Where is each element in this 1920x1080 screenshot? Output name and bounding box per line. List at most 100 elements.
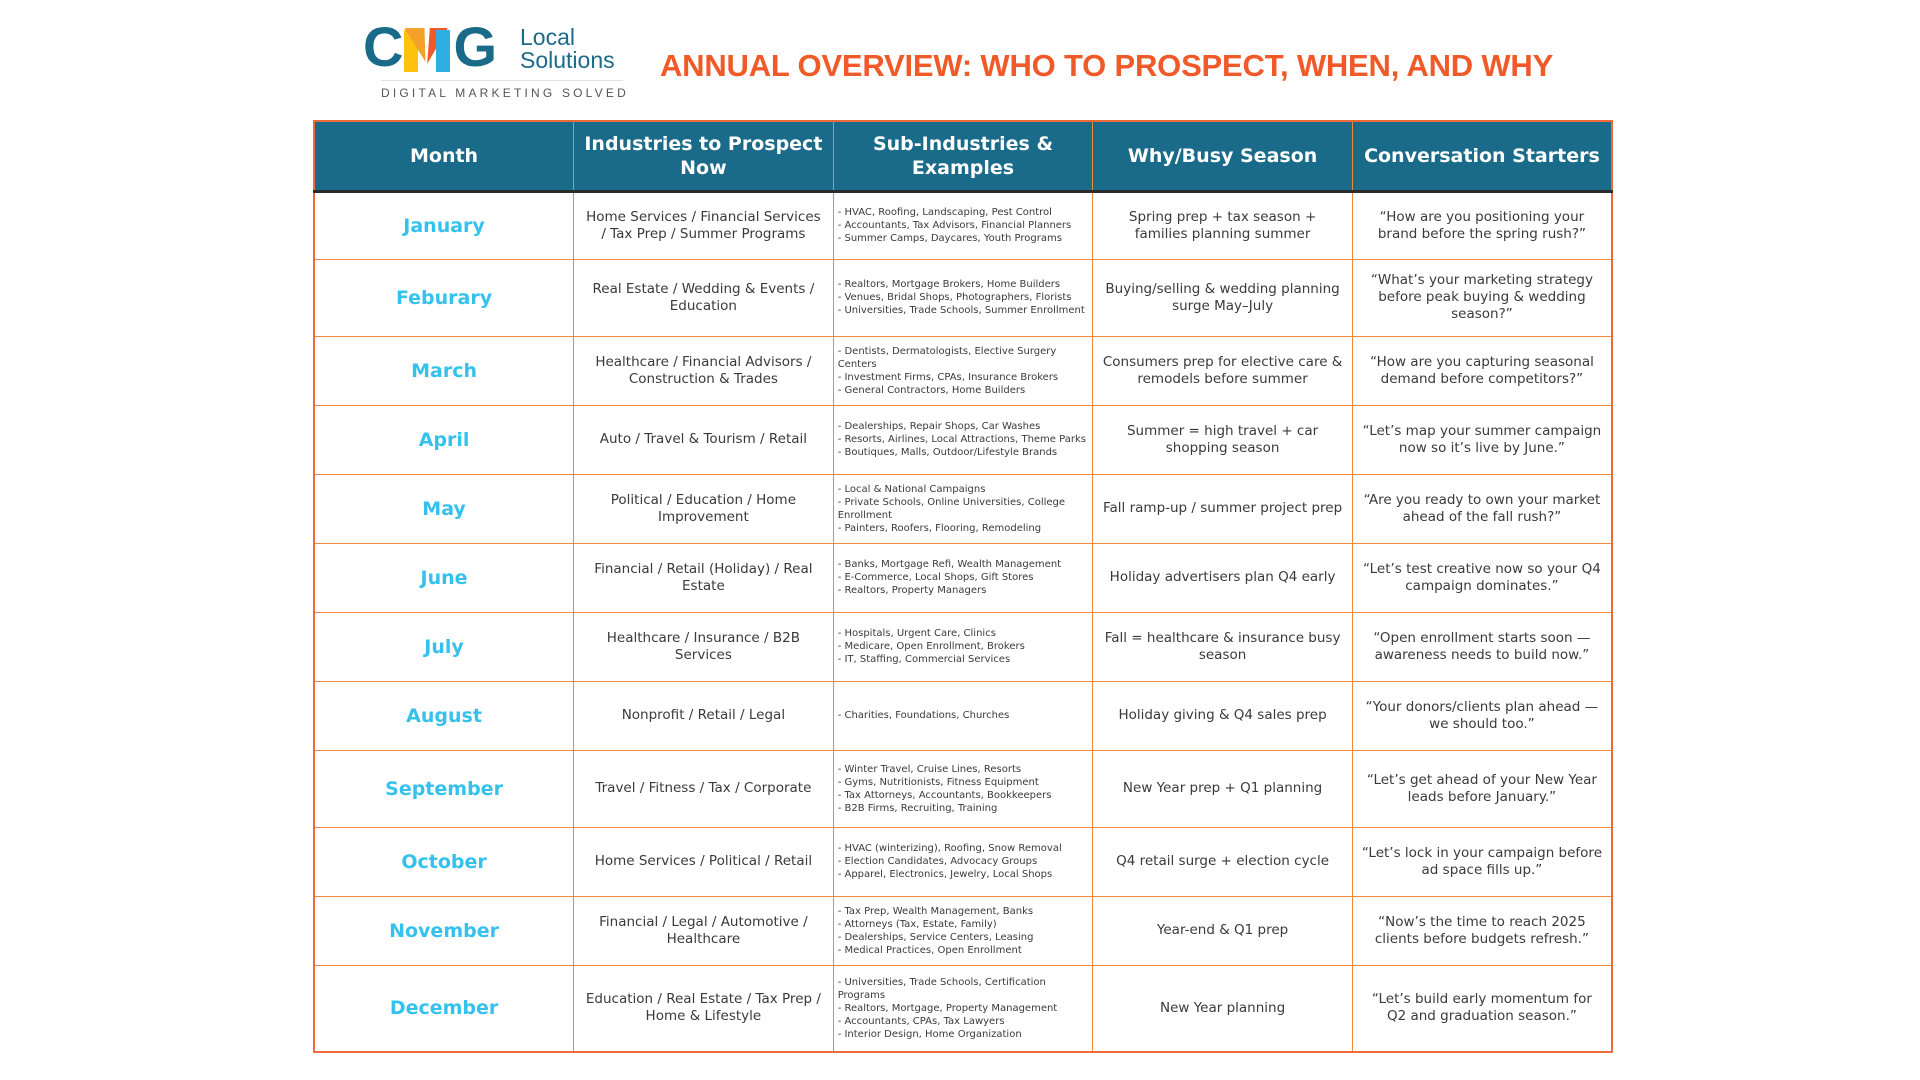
- sub-industry-line: - Resorts, Airlines, Local Attractions, …: [837, 434, 1086, 445]
- sub-industries-cell: - Hospitals, Urgent Care, Clinics - Medic…: [832, 611, 1094, 682]
- sub-industry-line: - Realtors, Mortgage, Property Managemen…: [837, 1002, 1058, 1014]
- sub-industry-line: - B2B Firms, Recruiting, Training: [837, 802, 998, 814]
- sub-industry-line: - Election Candidates, Advocacy Groups: [837, 856, 1038, 867]
- sub-industries-cell: - Tax Prep, Wealth Management, Banks - At…: [832, 895, 1094, 966]
- why-season-cell: New Year prep + Q1 planning: [1092, 749, 1353, 828]
- month-cell: Feburary: [313, 258, 575, 337]
- sub-industry-line: - Realtors, Mortgage Brokers, Home Build…: [837, 279, 1061, 290]
- sub-industry-line: - Venues, Bridal Shops, Photographers, F…: [837, 292, 1072, 303]
- conversation-starter-cell: “Now’s the time to reach 2025 clients be…: [1351, 895, 1613, 966]
- industries-cell: Political / Education / Home Improvement: [573, 473, 834, 544]
- month-cell: April: [313, 404, 575, 475]
- sub-industries-cell: - Charities, Foundations, Churches: [832, 680, 1094, 751]
- logo-letter-g: G: [453, 15, 497, 78]
- conversation-starter-cell: “How are you capturing seasonal demand b…: [1351, 335, 1613, 406]
- logo-letter-m-icon: [402, 28, 452, 72]
- conversation-starter-cell: “How are you positioning your brand befo…: [1351, 190, 1613, 260]
- annual-overview-table: Month Industries to Prospect Now Sub-Ind…: [313, 120, 1613, 1053]
- table-row: January Home Services / Financial Service…: [313, 190, 1613, 260]
- table-header-row: Month Industries to Prospect Now Sub-Ind…: [313, 121, 1613, 193]
- why-season-cell: Buying/selling & wedding planning surge …: [1092, 258, 1353, 337]
- why-season-cell: Fall ramp-up / summer project prep: [1092, 473, 1353, 544]
- why-season-cell: Summer = high travel + car shopping seas…: [1092, 404, 1353, 475]
- conversation-starter-cell: “Let’s test creative now so your Q4 camp…: [1351, 542, 1613, 613]
- sub-industries-cell: - HVAC (winterizing), Roofing, Snow Remo…: [832, 826, 1094, 897]
- industries-cell: Auto / Travel & Tourism / Retail: [573, 404, 834, 475]
- table-row: November Financial / Legal / Automotive /…: [313, 895, 1613, 966]
- sub-industry-line: - Apparel, Electronics, Jewelry, Local S…: [837, 869, 1053, 880]
- month-cell: September: [313, 749, 575, 828]
- header-sub-industries: Sub-Industries & Examples: [832, 121, 1094, 193]
- industries-cell: Education / Real Estate / Tax Prep / Hom…: [573, 964, 834, 1053]
- sub-industry-line: - Medical Practices, Open Enrollment: [837, 944, 1022, 956]
- why-season-cell: Holiday advertisers plan Q4 early: [1092, 542, 1353, 613]
- logo-divider: [381, 80, 623, 81]
- header-month: Month: [313, 121, 575, 193]
- sub-industry-line: - Tax Attorneys, Accountants, Bookkeeper…: [837, 789, 1052, 801]
- sub-industry-line: - General Contractors, Home Builders: [837, 384, 1026, 396]
- logo-tagline: DIGITAL MARKETING SOLVED: [381, 86, 629, 100]
- why-season-cell: Spring prep + tax season + families plan…: [1092, 190, 1353, 260]
- sub-industries-cell: - HVAC, Roofing, Landscaping, Pest Contr…: [832, 190, 1094, 260]
- sub-industry-line: - Dealerships, Service Centers, Leasing: [837, 931, 1034, 943]
- sub-industry-line: - Local & National Campaigns: [837, 483, 986, 495]
- sub-industry-line: - Dealerships, Repair Shops, Car Washes: [837, 421, 1041, 432]
- sub-industry-line: - Universities, Trade Schools, Summer En…: [837, 305, 1085, 316]
- logo-sub-line2: Solutions: [520, 47, 615, 73]
- logo-subtitle: Local Solutions: [520, 26, 615, 72]
- industries-cell: Financial / Legal / Automotive / Healthc…: [573, 895, 834, 966]
- sub-industry-line: - Private Schools, Online Universities, …: [837, 496, 1066, 521]
- industries-cell: Nonprofit / Retail / Legal: [573, 680, 834, 751]
- sub-industry-line: - Interior Design, Home Organization: [837, 1028, 1022, 1040]
- conversation-starter-cell: “Open enrollment starts soon — awareness…: [1351, 611, 1613, 682]
- table-row: August Nonprofit / Retail / Legal - Charit…: [313, 680, 1613, 751]
- sub-industries-cell: - Local & National Campaigns - Private Sc…: [832, 473, 1094, 544]
- sub-industry-line: - Boutiques, Malls, Outdoor/Lifestyle Br…: [837, 447, 1058, 458]
- month-cell: January: [313, 190, 575, 260]
- sub-industry-line: - Investment Firms, CPAs, Insurance Brok…: [837, 371, 1059, 383]
- table-row: December Education / Real Estate / Tax Pr…: [313, 964, 1613, 1053]
- industries-cell: Financial / Retail (Holiday) / Real Esta…: [573, 542, 834, 613]
- sub-industry-line: - Summer Camps, Daycares, Youth Programs: [837, 233, 1062, 244]
- sub-industries-cell: - Universities, Trade Schools, Certifica…: [832, 964, 1094, 1053]
- table-row: May Political / Education / Home Improvem…: [313, 473, 1613, 544]
- logo-wordmark: C G: [363, 15, 497, 78]
- sub-industry-line: - Accountants, Tax Advisors, Financial P…: [837, 220, 1072, 231]
- sub-industry-line: - E-Commerce, Local Shops, Gift Stores: [837, 572, 1034, 583]
- industries-cell: Home Services / Financial Services / Tax…: [573, 190, 834, 260]
- sub-industry-line: - HVAC (winterizing), Roofing, Snow Remo…: [837, 843, 1062, 854]
- why-season-cell: New Year planning: [1092, 964, 1353, 1053]
- conversation-starter-cell: “Let’s lock in your campaign before ad s…: [1351, 826, 1613, 897]
- table-row: March Healthcare / Financial Advisors / C…: [313, 335, 1613, 406]
- sub-industry-line: - Dentists, Dermatologists, Elective Sur…: [837, 345, 1057, 370]
- conversation-starter-cell: “Let’s map your summer campaign now so i…: [1351, 404, 1613, 475]
- logo-letter-c: C: [363, 15, 403, 78]
- conversation-starter-cell: “Your donors/clients plan ahead — we sho…: [1351, 680, 1613, 751]
- month-cell: May: [313, 473, 575, 544]
- conversation-starter-cell: “Are you ready to own your market ahead …: [1351, 473, 1613, 544]
- industries-cell: Healthcare / Insurance / B2B Services: [573, 611, 834, 682]
- why-season-cell: Q4 retail surge + election cycle: [1092, 826, 1353, 897]
- industries-cell: Real Estate / Wedding & Events / Educati…: [573, 258, 834, 337]
- month-cell: June: [313, 542, 575, 613]
- why-season-cell: Year-end & Q1 prep: [1092, 895, 1353, 966]
- month-cell: March: [313, 335, 575, 406]
- why-season-cell: Fall = healthcare & insurance busy seaso…: [1092, 611, 1353, 682]
- why-season-cell: Consumers prep for elective care & remod…: [1092, 335, 1353, 406]
- sub-industry-line: - Medicare, Open Enrollment, Brokers: [837, 641, 1025, 652]
- sub-industry-line: - IT, Staffing, Commercial Services: [837, 654, 1011, 665]
- industries-cell: Healthcare / Financial Advisors / Constr…: [573, 335, 834, 406]
- table-row: April Auto / Travel & Tourism / Retail - D…: [313, 404, 1613, 475]
- sub-industries-cell: - Banks, Mortgage Refi, Wealth Managemen…: [832, 542, 1094, 613]
- sub-industry-line: - Winter Travel, Cruise Lines, Resorts: [837, 763, 1022, 775]
- why-season-cell: Holiday giving & Q4 sales prep: [1092, 680, 1353, 751]
- sub-industries-cell: - Realtors, Mortgage Brokers, Home Build…: [832, 258, 1094, 337]
- sub-industry-line: - Charities, Foundations, Churches: [837, 710, 1010, 721]
- sub-industry-line: - Accountants, CPAs, Tax Lawyers: [837, 1015, 1005, 1027]
- sub-industry-line: - Painters, Roofers, Flooring, Remodelin…: [837, 522, 1042, 534]
- conversation-starter-cell: “What’s your marketing strategy before p…: [1351, 258, 1613, 337]
- table-row: July Healthcare / Insurance / B2B Service…: [313, 611, 1613, 682]
- table-row: June Financial / Retail (Holiday) / Real …: [313, 542, 1613, 613]
- page-title: ANNUAL OVERVIEW: WHO TO PROSPECT, WHEN, …: [660, 48, 1554, 83]
- month-cell: December: [313, 964, 575, 1053]
